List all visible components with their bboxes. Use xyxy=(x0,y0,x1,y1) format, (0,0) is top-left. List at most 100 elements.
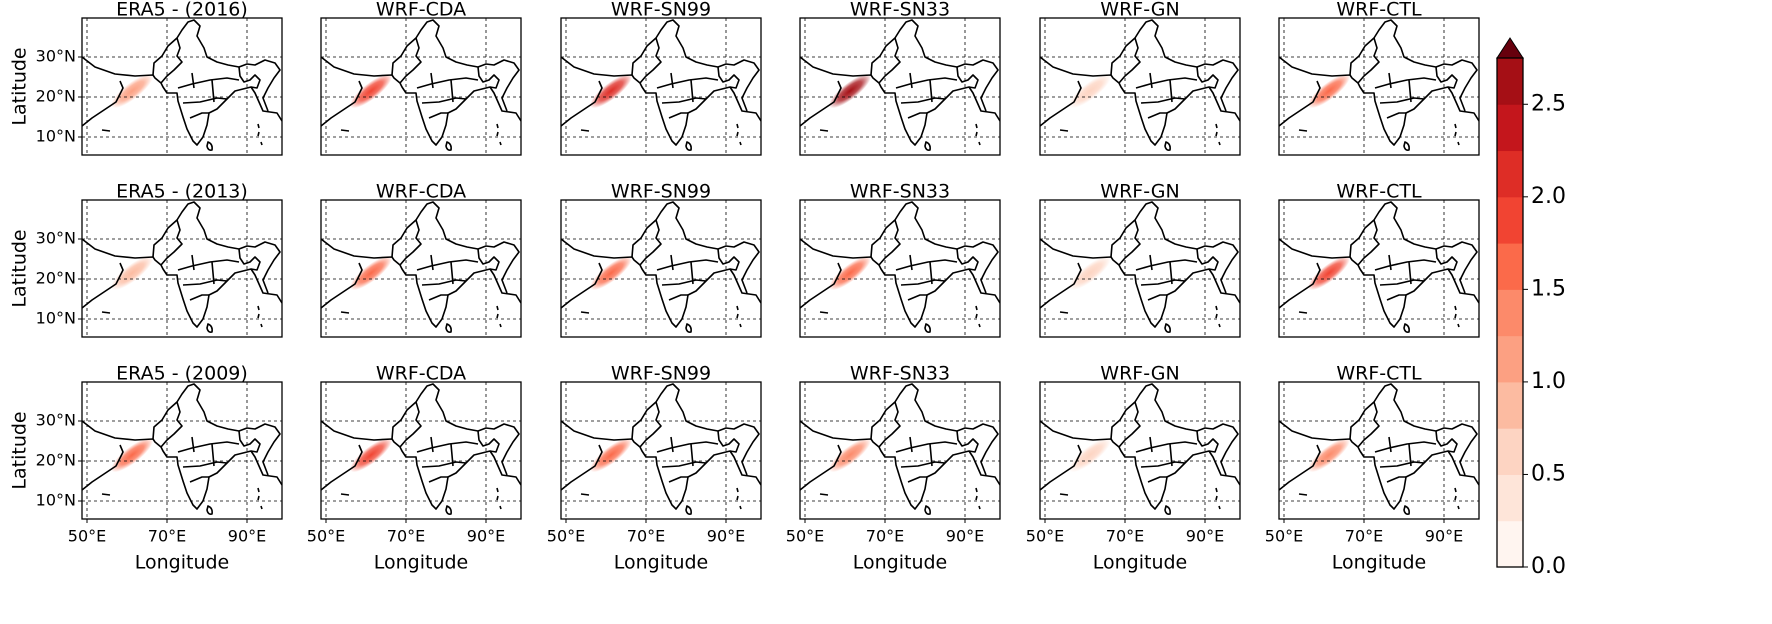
panel-frame xyxy=(799,199,1001,338)
heat-blob xyxy=(110,255,154,291)
coastline xyxy=(82,383,282,515)
panel-frame xyxy=(320,381,522,520)
y-tick-label: 20°N xyxy=(36,269,76,288)
heat-blob xyxy=(1307,255,1351,291)
coastline xyxy=(800,19,1000,151)
heat-blob xyxy=(589,73,633,109)
heat-blob xyxy=(349,437,393,473)
coastline xyxy=(1040,383,1240,515)
map-area xyxy=(561,382,761,519)
panel-title: WRF-SN99 xyxy=(611,0,711,21)
x-tick-label: 90°E xyxy=(1425,527,1463,546)
heat-blob xyxy=(349,73,393,109)
coastline xyxy=(321,383,521,515)
coastline xyxy=(561,383,761,515)
panel-frame xyxy=(81,17,283,156)
panel-frame xyxy=(320,17,522,156)
panel-title: WRF-CDA xyxy=(376,363,466,385)
x-axis-label: Longitude xyxy=(853,552,948,574)
heat-blob xyxy=(589,255,633,291)
x-tick-label: 70°E xyxy=(387,527,425,546)
panel-title: WRF-GN xyxy=(1100,0,1179,21)
x-tick-label: 90°E xyxy=(1186,527,1224,546)
x-axis-label: Longitude xyxy=(614,552,709,574)
y-tick-label: 10°N xyxy=(36,491,76,510)
coastline xyxy=(1040,19,1240,151)
heat-blob xyxy=(1068,73,1112,109)
x-axis-label: Longitude xyxy=(135,552,230,574)
coastline xyxy=(1279,201,1479,333)
panel-frame xyxy=(560,199,762,338)
colorbar-band xyxy=(1496,427,1524,475)
heat-blob xyxy=(1307,437,1351,473)
panel-title: WRF-CTL xyxy=(1336,181,1422,203)
x-tick-label: 70°E xyxy=(148,527,186,546)
x-tick-label: 50°E xyxy=(307,527,345,546)
x-tick-label: 70°E xyxy=(1345,527,1383,546)
map-area xyxy=(1279,200,1479,337)
colorbar-tick-label: 1.0 xyxy=(1531,369,1566,394)
coastline xyxy=(1279,19,1479,151)
panel-title: WRF-CTL xyxy=(1336,363,1422,385)
y-tick-label: 30°N xyxy=(36,47,76,66)
map-area xyxy=(82,382,282,519)
map-area xyxy=(1040,200,1240,337)
colorbar-frame xyxy=(1496,57,1524,568)
heat-blob xyxy=(828,73,872,109)
map-area xyxy=(1279,382,1479,519)
map-area xyxy=(321,18,521,155)
heat-blob xyxy=(1068,255,1112,291)
map-area xyxy=(321,200,521,337)
coastline xyxy=(561,201,761,333)
colorbar-band xyxy=(1496,150,1524,198)
x-tick-label: 90°E xyxy=(946,527,984,546)
map-area xyxy=(1279,18,1479,155)
map-panel: WRF-CTL 50°E 70°E 90°E Longitude xyxy=(1265,363,1480,574)
x-tick-label: 90°E xyxy=(228,527,266,546)
map-panel: WRF-SN99 xyxy=(560,181,762,338)
panel-title: WRF-SN99 xyxy=(611,181,711,203)
colorbar-band xyxy=(1496,335,1524,383)
x-tick-label: 70°E xyxy=(866,527,904,546)
panel-frame xyxy=(1039,381,1241,520)
x-tick-label: 90°E xyxy=(707,527,745,546)
map-panel: ERA5 - (2009) 10°N 20°N 30°N Latitude 50°E 70°… xyxy=(9,363,283,574)
colorbar-tick-label: 2.5 xyxy=(1531,91,1566,116)
map-area xyxy=(1040,18,1240,155)
colorbar-band xyxy=(1496,242,1524,290)
y-tick-label: 20°N xyxy=(36,87,76,106)
x-tick-label: 70°E xyxy=(627,527,665,546)
y-tick-label: 30°N xyxy=(36,411,76,430)
map-panel: ERA5 - (2016) 10°N 20°N 30°N Latitude xyxy=(9,0,283,156)
colorbar-extend xyxy=(1496,37,1524,59)
panel-frame xyxy=(1278,17,1480,156)
colorbar-band xyxy=(1496,57,1524,105)
heat-blob xyxy=(1307,73,1351,109)
colorbar-tick-label: 0.0 xyxy=(1531,554,1566,579)
panel-frame xyxy=(1039,17,1241,156)
panel-title: WRF-CDA xyxy=(376,181,466,203)
heat-blob xyxy=(828,437,872,473)
x-axis-label: Longitude xyxy=(1332,552,1427,574)
panel-title: WRF-CDA xyxy=(376,0,466,21)
coastline xyxy=(1040,201,1240,333)
y-tick-label: 10°N xyxy=(36,309,76,328)
colorbar-band xyxy=(1496,103,1524,152)
colorbar-band xyxy=(1496,196,1524,244)
map-area xyxy=(800,382,1000,519)
map-panel: WRF-CDA xyxy=(320,0,522,156)
panel-frame xyxy=(1278,199,1480,338)
panel-title: WRF-SN33 xyxy=(850,363,950,385)
panel-frame xyxy=(799,17,1001,156)
map-panel: WRF-CDA xyxy=(320,181,522,338)
panel-frame xyxy=(799,381,1001,520)
panel-title: WRF-GN xyxy=(1100,363,1179,385)
panel-title: WRF-SN99 xyxy=(611,363,711,385)
coastline xyxy=(321,201,521,333)
panel-title: WRF-CTL xyxy=(1336,0,1422,21)
panel-frame xyxy=(1278,381,1480,520)
colorbar-tick-label: 1.5 xyxy=(1531,276,1566,301)
map-panel: WRF-SN33 xyxy=(799,181,1001,338)
panel-title: WRF-SN33 xyxy=(850,0,950,21)
